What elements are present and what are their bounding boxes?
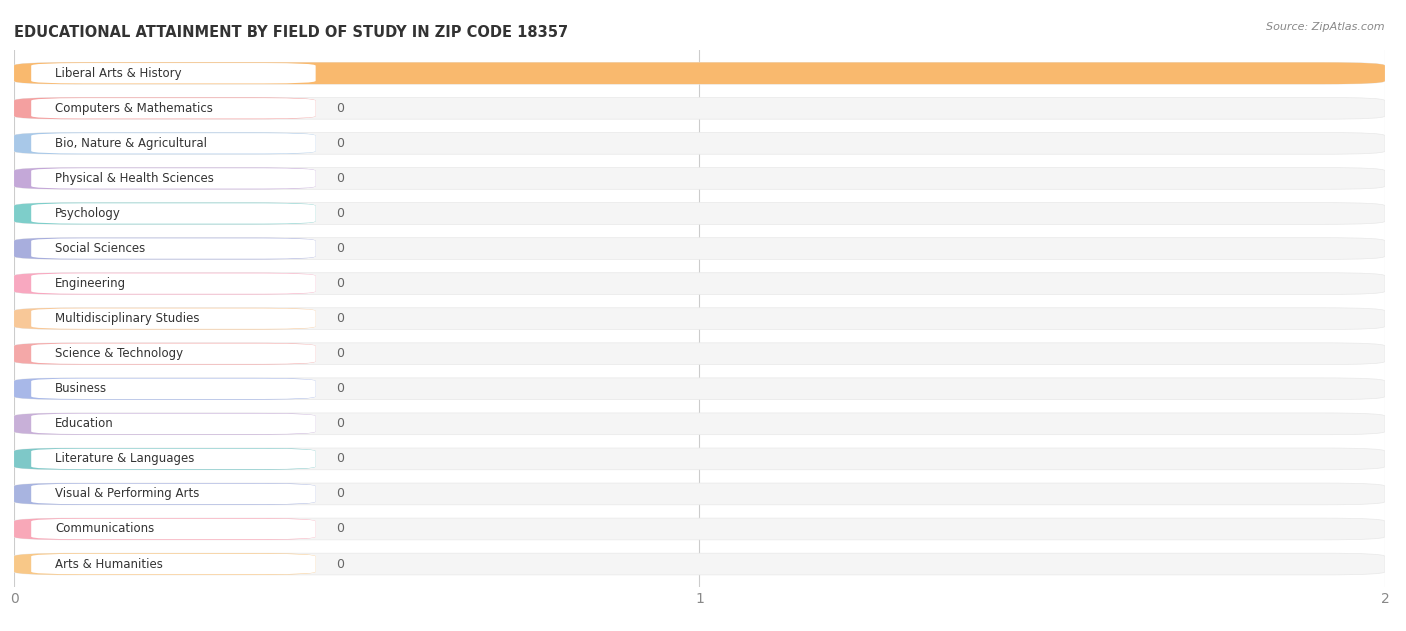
Text: Computers & Mathematics: Computers & Mathematics [55,102,214,115]
Text: Psychology: Psychology [55,207,121,220]
FancyBboxPatch shape [14,518,1385,540]
FancyBboxPatch shape [31,203,316,224]
Text: Engineering: Engineering [55,277,127,290]
FancyBboxPatch shape [31,239,316,259]
FancyBboxPatch shape [14,378,316,399]
Text: 0: 0 [336,487,344,500]
Text: 0: 0 [336,172,344,185]
Text: Social Sciences: Social Sciences [55,242,145,255]
Text: 0: 0 [336,102,344,115]
FancyBboxPatch shape [31,484,316,504]
Text: Arts & Humanities: Arts & Humanities [55,558,163,570]
FancyBboxPatch shape [14,168,316,189]
FancyBboxPatch shape [14,343,1385,365]
FancyBboxPatch shape [14,168,1385,189]
Text: Multidisciplinary Studies: Multidisciplinary Studies [55,312,200,325]
Text: 0: 0 [336,522,344,536]
FancyBboxPatch shape [14,553,1385,575]
FancyBboxPatch shape [14,62,1385,84]
Text: 0: 0 [336,347,344,360]
Text: Communications: Communications [55,522,155,536]
Text: 0: 0 [336,417,344,430]
FancyBboxPatch shape [14,97,1385,119]
FancyBboxPatch shape [14,203,1385,225]
FancyBboxPatch shape [14,133,316,154]
FancyBboxPatch shape [14,62,1385,84]
FancyBboxPatch shape [14,413,1385,435]
FancyBboxPatch shape [31,309,316,329]
FancyBboxPatch shape [14,343,316,365]
Text: Business: Business [55,382,107,395]
FancyBboxPatch shape [31,98,316,119]
FancyBboxPatch shape [14,448,316,469]
FancyBboxPatch shape [14,203,316,225]
Text: Education: Education [55,417,114,430]
FancyBboxPatch shape [14,378,1385,399]
FancyBboxPatch shape [14,238,1385,259]
Text: Liberal Arts & History: Liberal Arts & History [55,67,181,80]
FancyBboxPatch shape [14,483,316,505]
FancyBboxPatch shape [14,308,316,329]
FancyBboxPatch shape [31,554,316,574]
FancyBboxPatch shape [31,449,316,469]
Text: 0: 0 [336,452,344,466]
FancyBboxPatch shape [31,343,316,364]
FancyBboxPatch shape [14,273,1385,295]
FancyBboxPatch shape [31,413,316,434]
FancyBboxPatch shape [14,518,316,540]
Text: 0: 0 [336,207,344,220]
Text: Source: ZipAtlas.com: Source: ZipAtlas.com [1267,22,1385,32]
FancyBboxPatch shape [14,483,1385,505]
FancyBboxPatch shape [14,133,1385,154]
Text: Literature & Languages: Literature & Languages [55,452,194,466]
FancyBboxPatch shape [14,413,316,435]
Text: 0: 0 [336,382,344,395]
Text: 0: 0 [336,312,344,325]
Text: 0: 0 [336,277,344,290]
FancyBboxPatch shape [14,97,316,119]
FancyBboxPatch shape [14,273,316,295]
Text: Science & Technology: Science & Technology [55,347,183,360]
FancyBboxPatch shape [14,308,1385,329]
FancyBboxPatch shape [14,448,1385,469]
FancyBboxPatch shape [14,238,316,259]
FancyBboxPatch shape [31,63,316,83]
Text: 0: 0 [336,242,344,255]
FancyBboxPatch shape [31,168,316,189]
FancyBboxPatch shape [14,553,316,575]
FancyBboxPatch shape [31,519,316,540]
FancyBboxPatch shape [31,379,316,399]
Text: Bio, Nature & Agricultural: Bio, Nature & Agricultural [55,137,207,150]
FancyBboxPatch shape [31,133,316,153]
Text: EDUCATIONAL ATTAINMENT BY FIELD OF STUDY IN ZIP CODE 18357: EDUCATIONAL ATTAINMENT BY FIELD OF STUDY… [14,25,568,40]
Text: Visual & Performing Arts: Visual & Performing Arts [55,487,200,500]
FancyBboxPatch shape [31,273,316,294]
Text: 0: 0 [336,137,344,150]
Text: 0: 0 [336,558,344,570]
Text: Physical & Health Sciences: Physical & Health Sciences [55,172,214,185]
